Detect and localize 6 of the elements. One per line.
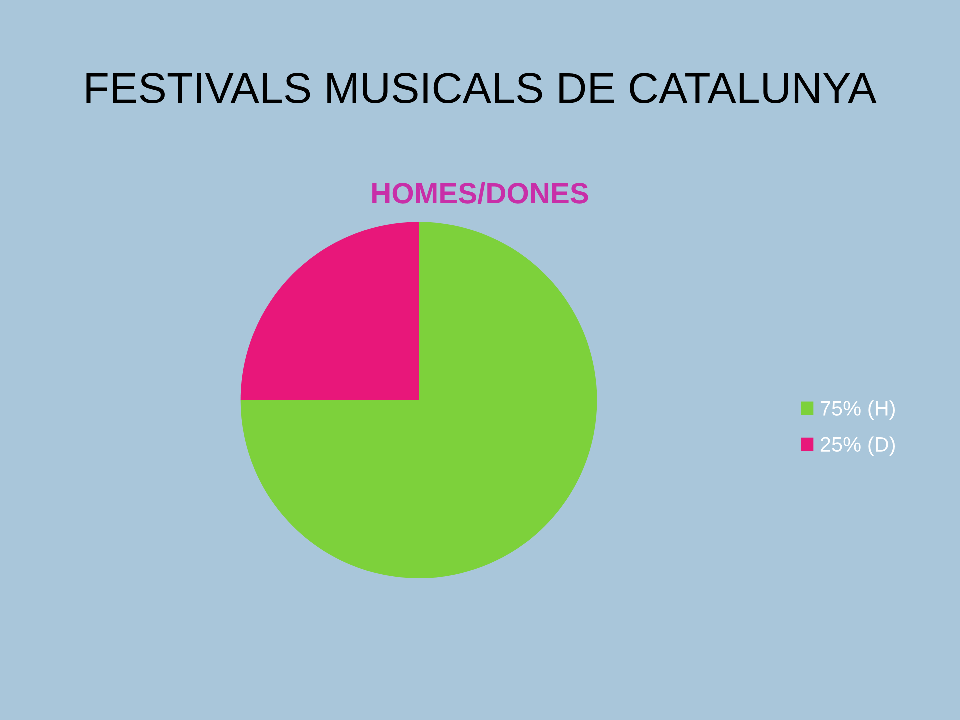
pie-slice	[240, 222, 420, 400]
legend-label: 75% (H)	[820, 400, 896, 420]
chart-title: FESTIVALS MUSICALS DE CATALUNYA	[86, 73, 877, 104]
chart-subtitle: HOMES/DONES	[372, 182, 588, 204]
legend-label: 25% (D)	[820, 436, 896, 456]
pie-slice	[240, 222, 598, 579]
